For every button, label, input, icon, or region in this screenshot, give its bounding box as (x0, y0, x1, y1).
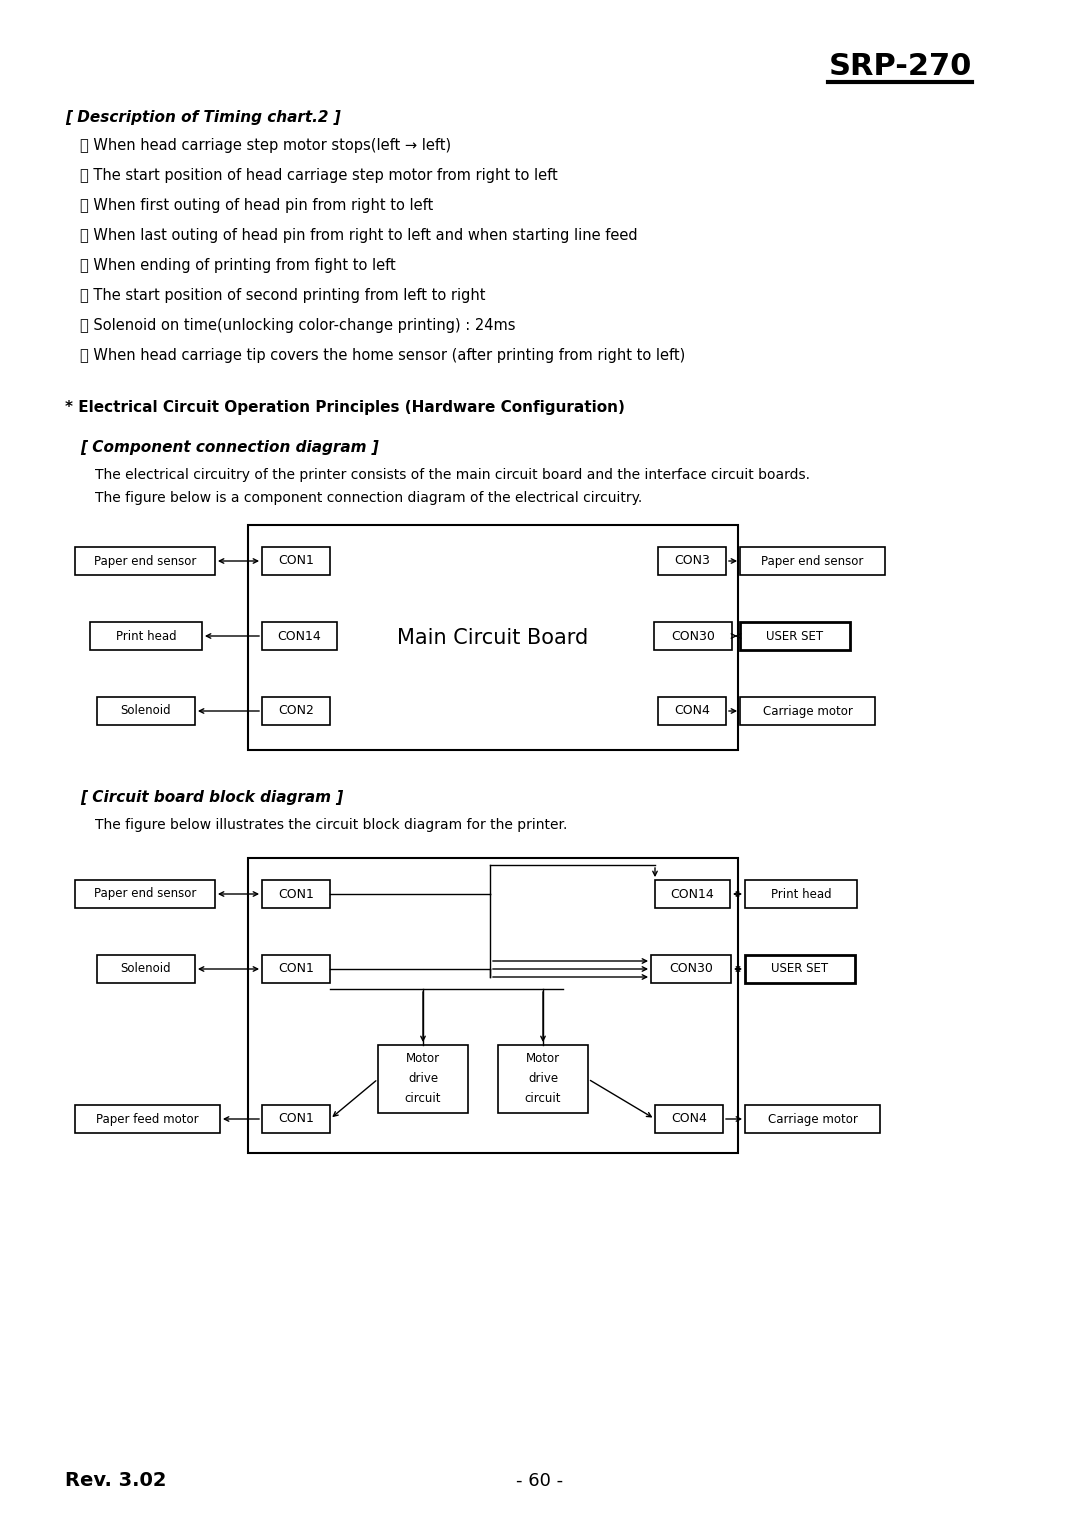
Text: [ Description of Timing chart.2 ]: [ Description of Timing chart.2 ] (65, 110, 341, 125)
Bar (651, 954, 731, 983)
Text: The figure below illustrates the circuit block diagram for the printer.: The figure below illustrates the circuit… (95, 818, 567, 832)
Text: CON14: CON14 (671, 887, 714, 901)
Text: CON3: CON3 (674, 554, 710, 568)
Bar (740, 547, 885, 576)
Text: circuit: circuit (525, 1092, 562, 1106)
Bar (740, 696, 875, 725)
Bar (262, 880, 330, 909)
Text: ⑮ When head carriage step motor stops(left → left): ⑮ When head carriage step motor stops(le… (80, 137, 451, 153)
Text: CON30: CON30 (670, 962, 713, 976)
Text: CON30: CON30 (671, 629, 715, 643)
Bar (654, 621, 732, 651)
Bar (248, 858, 738, 1153)
Bar (262, 621, 337, 651)
Bar (654, 1106, 723, 1133)
Bar (262, 547, 330, 576)
Bar (90, 621, 202, 651)
Bar (97, 696, 195, 725)
Text: Paper end sensor: Paper end sensor (94, 554, 197, 568)
Text: USER SET: USER SET (767, 629, 824, 643)
Text: [ Circuit board block diagram ]: [ Circuit board block diagram ] (80, 789, 343, 805)
Bar (658, 547, 726, 576)
Text: Print head: Print head (771, 887, 832, 901)
Text: The figure below is a component connection diagram of the electrical circuitry.: The figure below is a component connecti… (95, 492, 643, 505)
Text: Paper end sensor: Paper end sensor (761, 554, 864, 568)
Bar (97, 954, 195, 983)
Bar (378, 1044, 468, 1113)
Text: drive: drive (408, 1072, 438, 1086)
Bar (745, 1106, 880, 1133)
Text: ⓒ The start position of second printing from left to right: ⓒ The start position of second printing … (80, 289, 486, 302)
Text: ⓓ Solenoid on time(unlocking color-change printing) : 24ms: ⓓ Solenoid on time(unlocking color-chang… (80, 318, 515, 333)
Text: ⓐ When last outing of head pin from right to left and when starting line feed: ⓐ When last outing of head pin from righ… (80, 228, 637, 243)
Text: ⑰ When first outing of head pin from right to left: ⑰ When first outing of head pin from rig… (80, 199, 433, 212)
Text: Print head: Print head (116, 629, 176, 643)
Bar (745, 880, 858, 909)
Text: Solenoid: Solenoid (121, 962, 172, 976)
Text: CON1: CON1 (278, 554, 314, 568)
Text: Motor: Motor (406, 1052, 440, 1066)
Bar (498, 1044, 588, 1113)
Text: USER SET: USER SET (771, 962, 828, 976)
Text: Solenoid: Solenoid (121, 704, 172, 718)
Text: CON4: CON4 (671, 1113, 707, 1125)
Text: Main Circuit Board: Main Circuit Board (397, 628, 589, 647)
Text: Rev. 3.02: Rev. 3.02 (65, 1471, 166, 1490)
Text: CON1: CON1 (278, 962, 314, 976)
Text: - 60 -: - 60 - (516, 1472, 564, 1490)
Text: CON2: CON2 (278, 704, 314, 718)
Bar (654, 880, 730, 909)
Bar (262, 954, 330, 983)
Text: Carriage motor: Carriage motor (762, 704, 852, 718)
Bar (75, 880, 215, 909)
Bar (658, 696, 726, 725)
Text: CON4: CON4 (674, 704, 710, 718)
Text: ⑯ The start position of head carriage step motor from right to left: ⑯ The start position of head carriage st… (80, 168, 557, 183)
Bar (75, 547, 215, 576)
Text: CON14: CON14 (278, 629, 322, 643)
Bar (262, 696, 330, 725)
Text: CON1: CON1 (278, 887, 314, 901)
Text: drive: drive (528, 1072, 558, 1086)
Text: The electrical circuitry of the printer consists of the main circuit board and t: The electrical circuitry of the printer … (95, 467, 810, 483)
Text: Carriage motor: Carriage motor (768, 1113, 858, 1125)
Bar (740, 621, 850, 651)
Bar (75, 1106, 220, 1133)
Bar (248, 525, 738, 750)
Text: [ Component connection diagram ]: [ Component connection diagram ] (80, 440, 379, 455)
Bar (262, 1106, 330, 1133)
Text: Paper feed motor: Paper feed motor (96, 1113, 199, 1125)
Text: * Electrical Circuit Operation Principles (Hardware Configuration): * Electrical Circuit Operation Principle… (65, 400, 625, 415)
Text: ⓔ When head carriage tip covers the home sensor (after printing from right to le: ⓔ When head carriage tip covers the home… (80, 348, 685, 363)
Text: ⓑ When ending of printing from fight to left: ⓑ When ending of printing from fight to … (80, 258, 395, 273)
Bar (745, 954, 855, 983)
Text: CON1: CON1 (278, 1113, 314, 1125)
Text: Paper end sensor: Paper end sensor (94, 887, 197, 901)
Text: circuit: circuit (405, 1092, 442, 1106)
Text: Motor: Motor (526, 1052, 561, 1066)
Text: SRP-270: SRP-270 (828, 52, 972, 81)
